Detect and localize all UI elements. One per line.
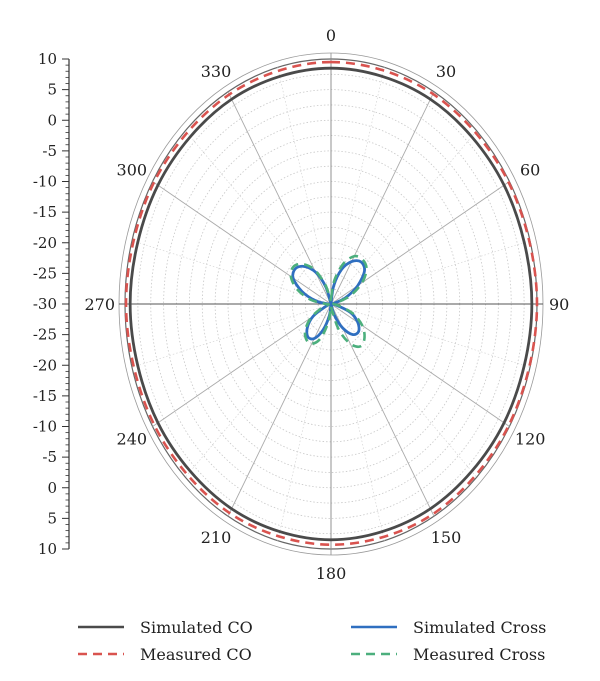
grid-spoke bbox=[227, 91, 332, 305]
radial-tick-label: -15 bbox=[33, 387, 57, 405]
angle-label: 120 bbox=[515, 430, 546, 449]
series-simulated-cross bbox=[291, 259, 367, 341]
grid-spoke bbox=[330, 303, 435, 517]
radial-tick-label: 10 bbox=[38, 50, 57, 68]
angle-labels: 0 30 60 90 120 150 180 210 240 270 300 330 bbox=[84, 26, 569, 583]
grid-spoke bbox=[330, 303, 477, 478]
angle-label: 0 bbox=[326, 26, 336, 45]
radial-tick-label: -30 bbox=[33, 295, 57, 313]
angle-label: 240 bbox=[117, 430, 148, 449]
radial-tick-label: -25 bbox=[33, 326, 57, 344]
legend: Simulated CO Measured CO Simulated Cross Me… bbox=[78, 618, 546, 664]
radial-tick-label: -25 bbox=[33, 264, 57, 282]
grid-spoke bbox=[185, 130, 332, 305]
angle-label: 30 bbox=[436, 62, 456, 81]
angle-label: 270 bbox=[84, 295, 115, 314]
legend-simulated-co-label: Simulated CO bbox=[140, 618, 253, 637]
angle-label: 330 bbox=[201, 62, 232, 81]
radial-tick-label: 0 bbox=[47, 111, 57, 129]
grid-spoke bbox=[330, 240, 531, 305]
radial-tick-label: 5 bbox=[47, 81, 57, 99]
radial-tick-label: 0 bbox=[47, 479, 57, 497]
grid-spoke bbox=[330, 91, 435, 305]
series-measured-cross bbox=[289, 254, 368, 348]
radial-tick-label: -5 bbox=[42, 142, 57, 160]
radial-tick-label: -20 bbox=[33, 234, 57, 252]
grid-spoke bbox=[152, 303, 332, 427]
angle-label: 180 bbox=[316, 564, 347, 583]
angle-label: 60 bbox=[520, 161, 540, 180]
angle-label: 90 bbox=[549, 295, 569, 314]
angle-label: 300 bbox=[117, 161, 148, 180]
grid-spoke bbox=[185, 303, 332, 478]
radial-tick-label: -20 bbox=[33, 356, 57, 374]
radial-tick-label: 5 bbox=[47, 509, 57, 527]
legend-measured-cross-label: Measured Cross bbox=[413, 645, 545, 664]
radial-axis: 10 5 0 -5 -10 -15 -20 -25 -30 -25 -20 -15 -10 -5 0 5 10 bbox=[33, 50, 70, 558]
grid-spoke bbox=[330, 303, 385, 541]
grid-spoke bbox=[330, 130, 477, 305]
series-simulated-co bbox=[128, 66, 534, 542]
polar-grid bbox=[118, 52, 544, 556]
series-measured-co bbox=[124, 60, 539, 547]
angle-label: 210 bbox=[201, 528, 232, 547]
series-layer bbox=[124, 60, 539, 547]
radial-tick-label: -15 bbox=[33, 203, 57, 221]
legend-simulated-cross-label: Simulated Cross bbox=[413, 618, 546, 637]
legend-measured-co-label: Measured CO bbox=[140, 645, 252, 664]
grid-spoke bbox=[152, 181, 332, 305]
radial-tick-label: -10 bbox=[33, 173, 57, 191]
radial-tick-label: 10 bbox=[38, 540, 57, 558]
grid-spoke bbox=[227, 303, 332, 517]
radial-tick-label: -5 bbox=[42, 448, 57, 466]
angle-label: 150 bbox=[431, 528, 462, 547]
radial-tick-label: -10 bbox=[33, 418, 57, 436]
